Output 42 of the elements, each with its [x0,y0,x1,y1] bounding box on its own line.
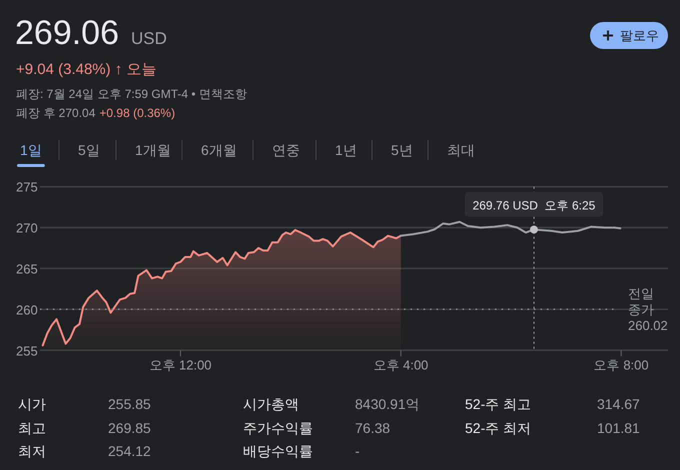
chart-subtitle: USD [131,29,167,48]
y-tick-label: 265 [16,262,38,276]
x-tick-label: 오후 12:00 [149,357,212,372]
text: 시가 [18,396,46,412]
text: 폐장 후 270.04 [16,106,96,120]
text: 269.85 [108,420,152,436]
text: 폐장: 7월 24일 오후 7:59 GMT-4 • 면책조항 [16,87,247,101]
text: - [355,443,360,459]
text: 최저 [18,443,46,459]
ref-line-label: 전일 종가 260.02 [628,286,668,334]
text: 314.67 [597,396,640,412]
text: 최대 [447,142,475,158]
x-tick-label: 오후 8:00 [594,357,649,372]
text: 8430.91억 [355,396,420,412]
text: 1일 [20,142,42,158]
follow-button: 팔로우 [590,22,668,49]
text: 5년 [391,142,413,158]
text: 시가총액 [243,396,299,412]
text: 255.85 [108,396,152,412]
annotation: 269.76 USD 오후 6:25 [472,198,596,213]
y-tick-label: 270 [16,220,38,236]
text: 254.12 [108,443,152,459]
text: 최고 [18,420,46,436]
text: 5일 [78,142,100,158]
text: +9.04 (3.48%) ↑ 오늘 [16,61,156,78]
text: 76.38 [355,420,390,436]
text: 1개월 [135,142,171,158]
text: 52-주 최저 [465,420,532,436]
text: 배당수익률 [243,443,313,459]
tooltip: 269.76 USD 오후 6:25 [464,192,604,217]
y-tick-label: 260 [16,302,38,318]
text: 주가수익률 [243,420,313,436]
text: 6개월 [201,142,237,158]
text: +0.98 (0.36%) [99,106,176,120]
text: 연중 [272,142,300,158]
y-tick-label: 255 [16,343,38,358]
text: 1년 [335,142,357,158]
text: 101.81 [597,420,640,436]
x-tick-label: 오후 4:00 [373,357,428,372]
text: 52-주 최고 [465,396,532,412]
y-tick-label: 275 [16,180,38,195]
chart-title: 269.06 [15,14,119,52]
